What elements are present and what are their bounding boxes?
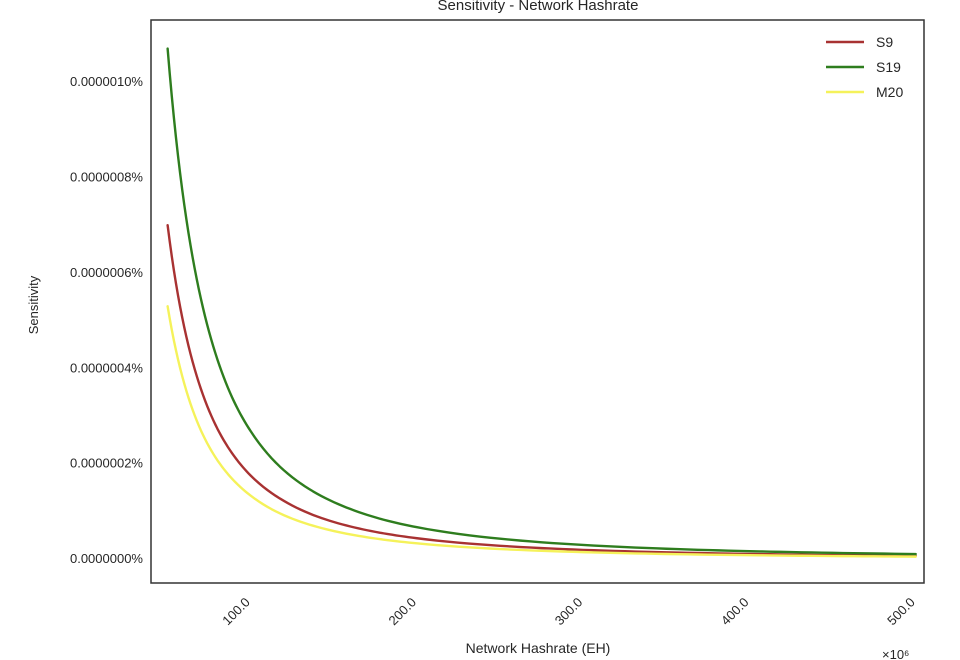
- x-tick-label: 100.0: [219, 595, 253, 629]
- plot-area: [150, 19, 925, 584]
- legend-label-s19: S19: [876, 59, 901, 75]
- y-axis-ticks: 0.0000000% 0.0000002% 0.0000004% 0.0000006%…: [70, 74, 143, 566]
- y-tick-label: 0.0000000%: [70, 551, 143, 566]
- y-tick-label: 0.0000006%: [70, 265, 143, 280]
- series-line-s19: [166, 47, 917, 556]
- y-tick-label: 0.0000008%: [70, 169, 143, 184]
- y-tick-label: 0.0000010%: [70, 74, 143, 89]
- legend: S9 S19 M20: [826, 34, 903, 100]
- x-tick-label: 200.0: [385, 595, 419, 629]
- x-axis-label: Network Hashrate (EH): [466, 640, 611, 656]
- x-axis-offset-label: ×10⁶: [882, 647, 909, 660]
- y-axis-label: Sensitivity: [26, 275, 41, 334]
- chart-title: Sensitivity - Network Hashrate: [438, 0, 639, 14]
- y-tick-label: 0.0000002%: [70, 456, 143, 471]
- y-tick-label: 0.0000004%: [70, 360, 143, 375]
- series-line-s9: [166, 223, 917, 557]
- x-tick-label: 500.0: [884, 595, 918, 629]
- x-tick-label: 300.0: [552, 595, 586, 629]
- series-lines: [166, 47, 917, 558]
- series-line-m20: [166, 305, 917, 558]
- legend-label-s9: S9: [876, 34, 893, 50]
- x-tick-label: 400.0: [718, 595, 752, 629]
- x-axis-ticks: 100.0 200.0 300.0 400.0 500.0: [219, 595, 918, 629]
- legend-label-m20: M20: [876, 84, 903, 100]
